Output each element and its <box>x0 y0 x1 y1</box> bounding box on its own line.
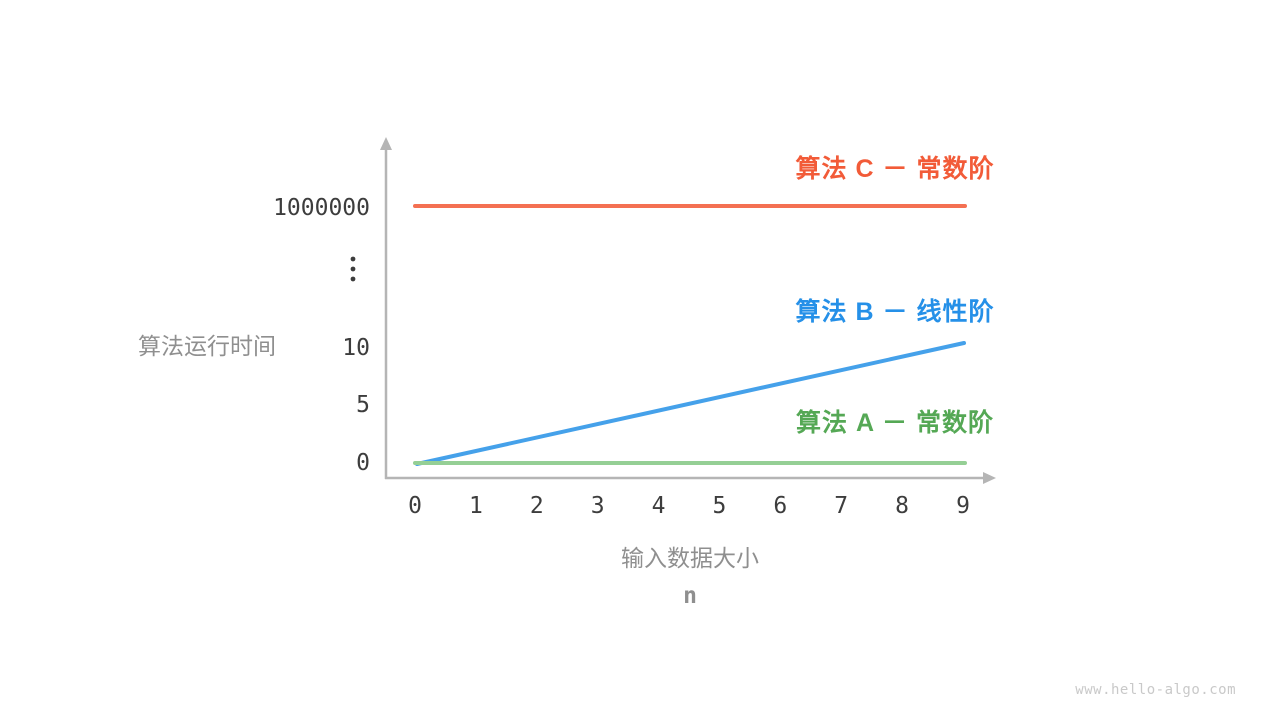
y-axis-arrow-icon <box>380 137 392 150</box>
x-tick-label: 0 <box>408 493 422 519</box>
watermark: www.hello-algo.com <box>1075 682 1236 698</box>
x-tick-label: 4 <box>652 493 666 519</box>
x-axis-unit-label: n <box>683 583 697 609</box>
x-tick-label: 3 <box>591 493 605 519</box>
y-tick-label: 0 <box>356 450 370 476</box>
x-tick-label: 2 <box>530 493 544 519</box>
x-tick-label: 7 <box>834 493 848 519</box>
x-tick-label: 5 <box>713 493 727 519</box>
series-label-c: 算法 C － 常数阶 <box>796 154 995 183</box>
x-tick-label: 1 <box>469 493 483 519</box>
series-label-a: 算法 A － 常数阶 <box>796 408 994 437</box>
y-tick-label: 5 <box>356 392 370 418</box>
series-line-b <box>415 341 966 466</box>
x-tick-label: 6 <box>773 493 787 519</box>
x-tick-label: 8 <box>895 493 909 519</box>
x-axis-arrow-icon <box>983 472 996 484</box>
y-tick-label: 1000000 <box>273 195 370 221</box>
x-axis-title: 输入数据大小 <box>621 545 759 571</box>
y-axis-title: 算法运行时间 <box>138 333 276 359</box>
series-label-b: 算法 B － 线性阶 <box>796 297 995 326</box>
axis-break-ellipsis-icon <box>350 266 356 272</box>
axis-break-ellipsis-icon <box>350 256 356 262</box>
y-tick-label: 10 <box>342 335 370 361</box>
axis-break-ellipsis-icon <box>350 276 356 282</box>
x-tick-label: 9 <box>956 493 970 519</box>
